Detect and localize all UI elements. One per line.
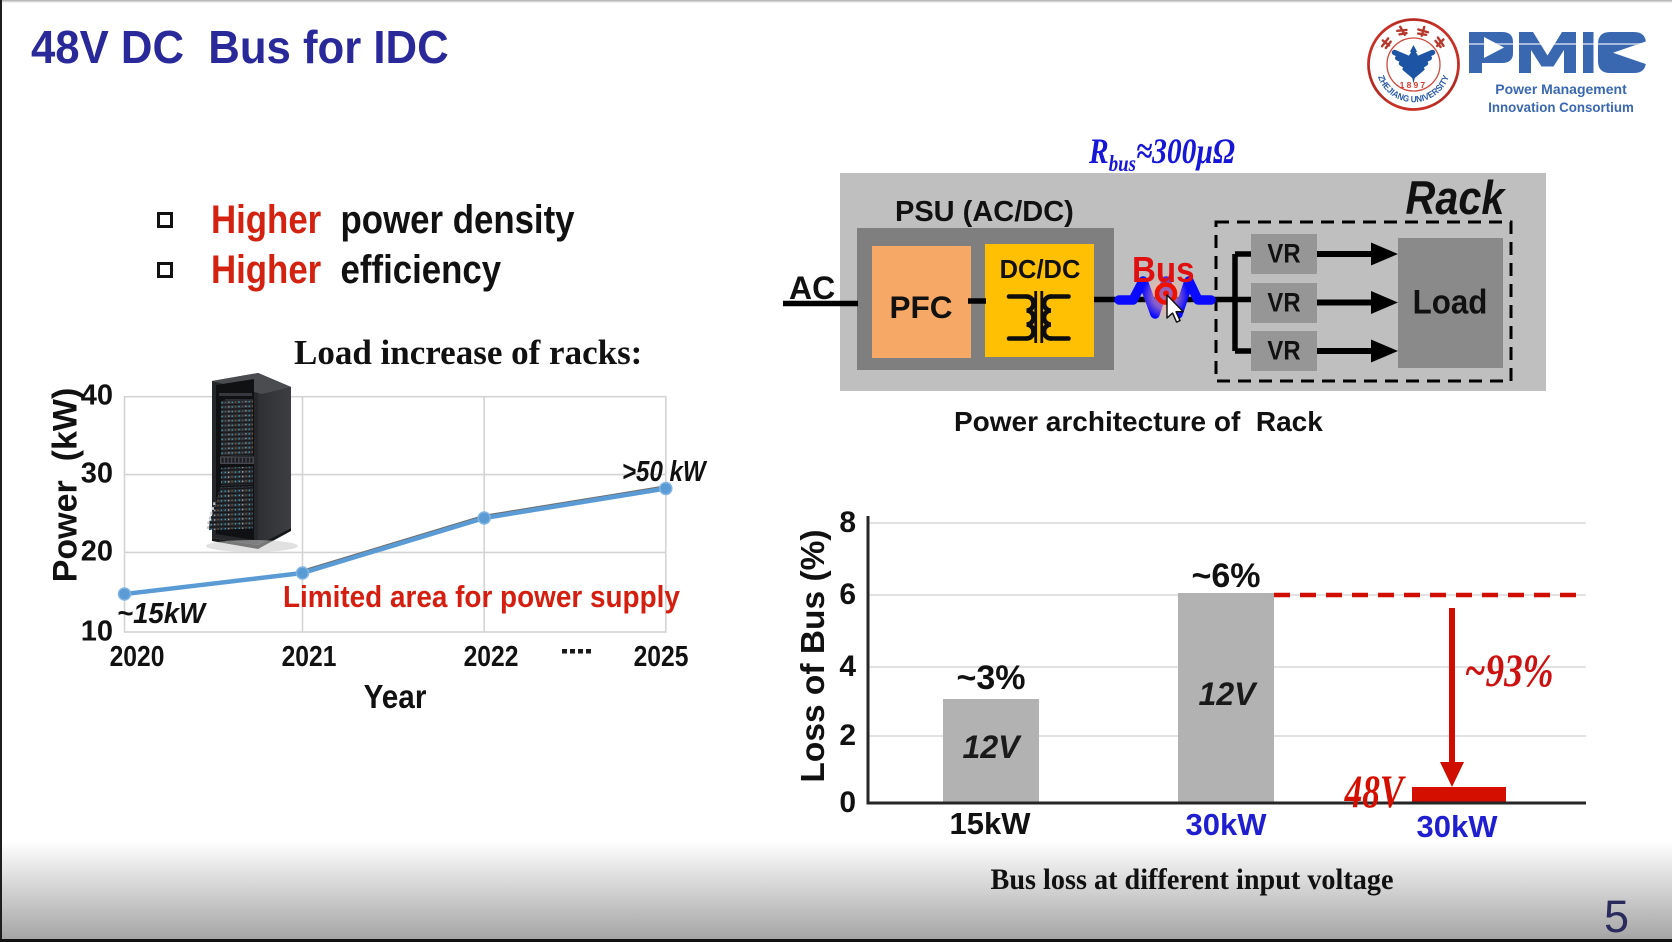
svg-text:1897: 1897: [1400, 80, 1428, 90]
